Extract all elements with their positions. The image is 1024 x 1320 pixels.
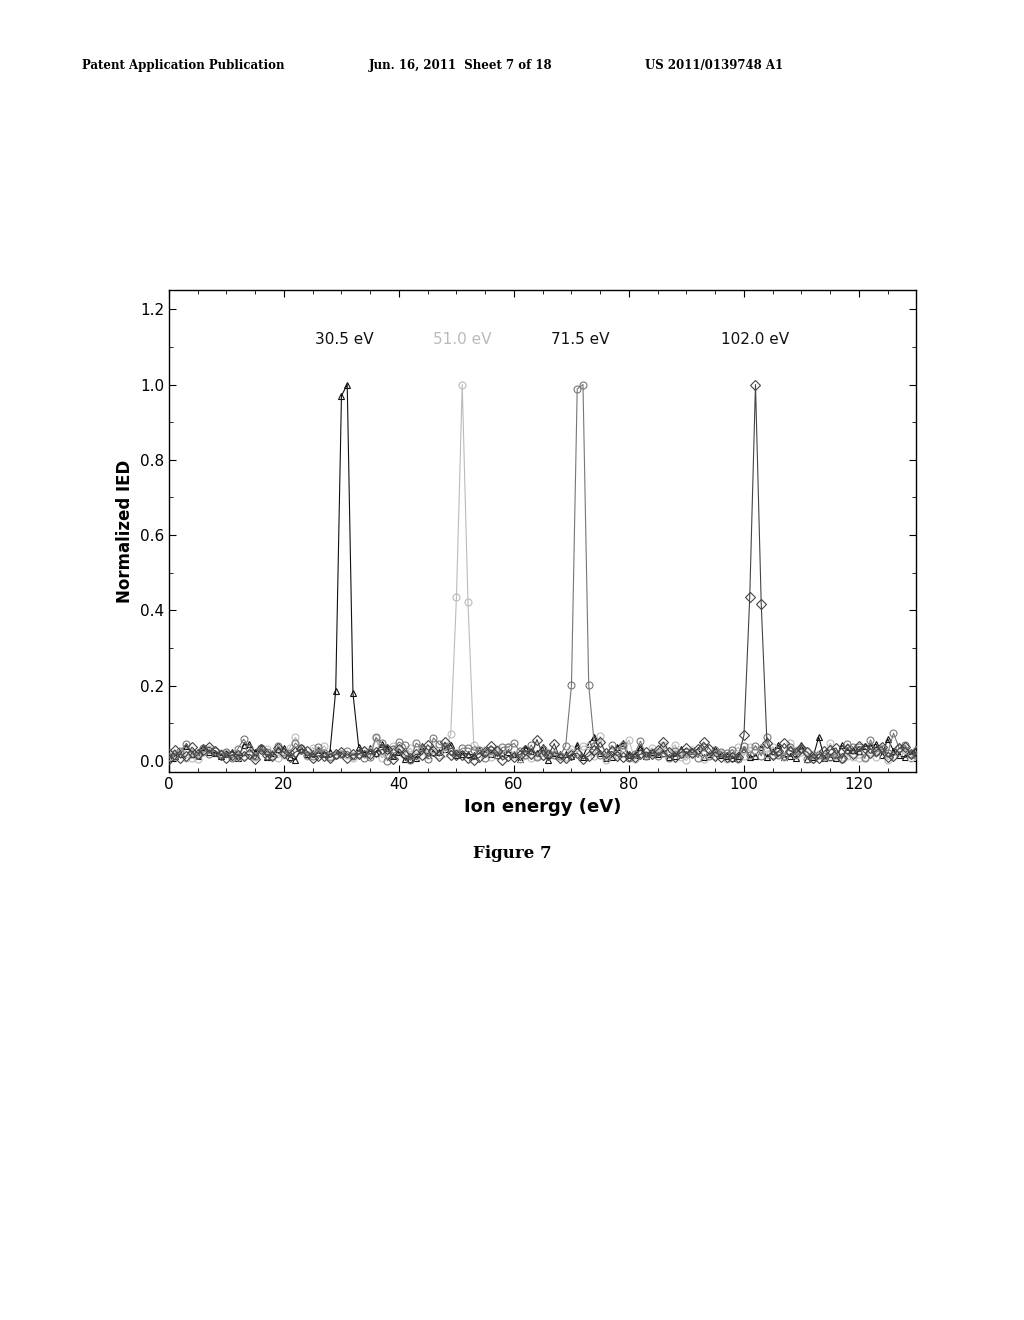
Text: 71.5 eV: 71.5 eV bbox=[551, 331, 609, 347]
Text: 51.0 eV: 51.0 eV bbox=[433, 331, 492, 347]
Text: 30.5 eV: 30.5 eV bbox=[315, 331, 374, 347]
Text: Figure 7: Figure 7 bbox=[473, 845, 551, 862]
Text: 102.0 eV: 102.0 eV bbox=[722, 331, 790, 347]
Text: US 2011/0139748 A1: US 2011/0139748 A1 bbox=[645, 59, 783, 73]
Text: Jun. 16, 2011  Sheet 7 of 18: Jun. 16, 2011 Sheet 7 of 18 bbox=[369, 59, 552, 73]
Text: Patent Application Publication: Patent Application Publication bbox=[82, 59, 285, 73]
X-axis label: Ion energy (eV): Ion energy (eV) bbox=[464, 797, 622, 816]
Y-axis label: Normalized IED: Normalized IED bbox=[117, 459, 134, 603]
